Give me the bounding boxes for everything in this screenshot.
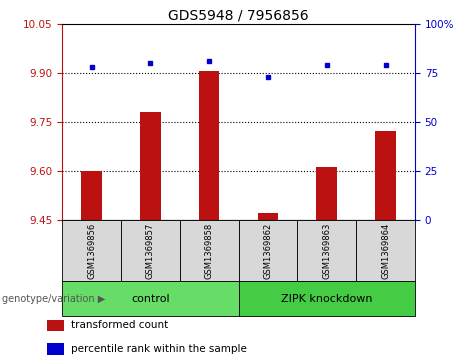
Bar: [375, 131, 396, 220]
Bar: [239, 220, 297, 281]
Bar: [239, 281, 415, 316]
Bar: [47, 319, 64, 331]
Text: percentile rank within the sample: percentile rank within the sample: [71, 344, 247, 354]
Bar: [121, 220, 180, 281]
Text: ZIPK knockdown: ZIPK knockdown: [281, 294, 372, 303]
Bar: [47, 343, 64, 355]
Text: GSM1369857: GSM1369857: [146, 223, 155, 278]
Bar: [140, 112, 161, 220]
Bar: [258, 213, 278, 220]
Bar: [199, 71, 219, 220]
Bar: [62, 281, 239, 316]
Bar: [356, 220, 415, 281]
Text: GSM1369864: GSM1369864: [381, 223, 390, 278]
Text: control: control: [131, 294, 170, 303]
Bar: [180, 220, 239, 281]
Bar: [316, 167, 337, 220]
Title: GDS5948 / 7956856: GDS5948 / 7956856: [168, 8, 309, 23]
Text: GSM1369862: GSM1369862: [263, 223, 272, 278]
Text: GSM1369863: GSM1369863: [322, 222, 331, 279]
Text: GSM1369858: GSM1369858: [205, 223, 214, 278]
Bar: [62, 220, 121, 281]
Bar: [297, 220, 356, 281]
Text: genotype/variation ▶: genotype/variation ▶: [2, 294, 106, 303]
Bar: [81, 171, 102, 220]
Text: transformed count: transformed count: [71, 320, 168, 330]
Text: GSM1369856: GSM1369856: [87, 223, 96, 278]
